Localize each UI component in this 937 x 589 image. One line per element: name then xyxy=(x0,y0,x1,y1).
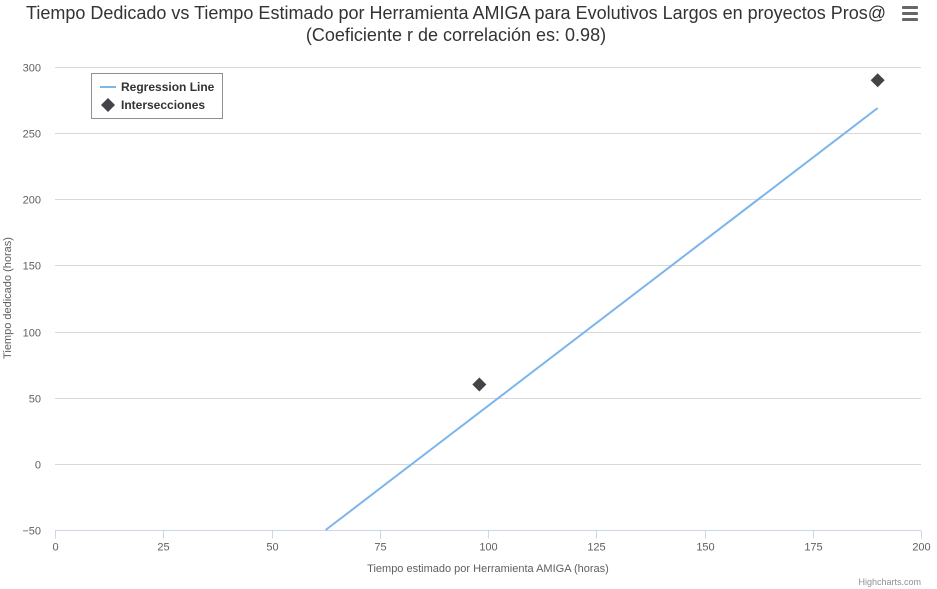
intersection-point[interactable] xyxy=(472,377,487,392)
hamburger-menu-icon-bar xyxy=(902,12,918,15)
x-tick-label: 200 xyxy=(912,542,930,554)
legend-item-intersecciones[interactable]: Intersecciones xyxy=(121,98,205,112)
chart-context-menu-button[interactable] xyxy=(898,3,922,25)
x-tick-label: 75 xyxy=(374,542,386,554)
y-tick-label: −50 xyxy=(22,526,41,538)
hamburger-menu-icon xyxy=(902,6,918,9)
y-axis-title: Tiempo dedicado (horas) xyxy=(2,237,14,359)
y-tick-label: 250 xyxy=(23,129,41,141)
grid-lines xyxy=(55,67,921,465)
y-tick-label: 150 xyxy=(23,261,41,273)
x-tick-label: 175 xyxy=(804,542,822,554)
series-layer xyxy=(325,73,885,531)
y-tick-label: 0 xyxy=(35,460,41,472)
x-tick-label: 50 xyxy=(266,542,278,554)
intersection-point[interactable] xyxy=(870,73,885,88)
credits-link[interactable]: Highcharts.com xyxy=(858,577,921,587)
y-axis: −50 0 50 100 150 200 250 300 xyxy=(22,63,41,538)
y-tick-label: 200 xyxy=(23,195,41,207)
x-axis-title: Tiempo estimado por Herramienta AMIGA (h… xyxy=(367,563,609,575)
y-tick-label: 50 xyxy=(29,394,41,406)
legend-diamond-symbol[interactable] xyxy=(101,98,115,112)
x-tick-label: 100 xyxy=(479,542,497,554)
y-tick-label: 100 xyxy=(23,328,41,340)
y-tick-label: 300 xyxy=(23,63,41,75)
legend: Regression Line Intersecciones xyxy=(91,73,223,119)
chart-title: Tiempo Dedicado vs Tiempo Estimado por H… xyxy=(26,3,886,45)
x-tick-label: 150 xyxy=(696,542,714,554)
x-tick-label: 25 xyxy=(157,542,169,554)
legend-item-regression-line[interactable]: Regression Line xyxy=(121,80,215,94)
x-tick-label: 0 xyxy=(52,542,58,554)
hamburger-menu-icon-bar xyxy=(902,18,918,21)
regression-line xyxy=(325,107,879,531)
x-tick-label: 125 xyxy=(587,542,605,554)
x-axis: 0 25 50 75 100 125 150 175 200 xyxy=(52,530,931,554)
legend-box xyxy=(91,73,223,119)
